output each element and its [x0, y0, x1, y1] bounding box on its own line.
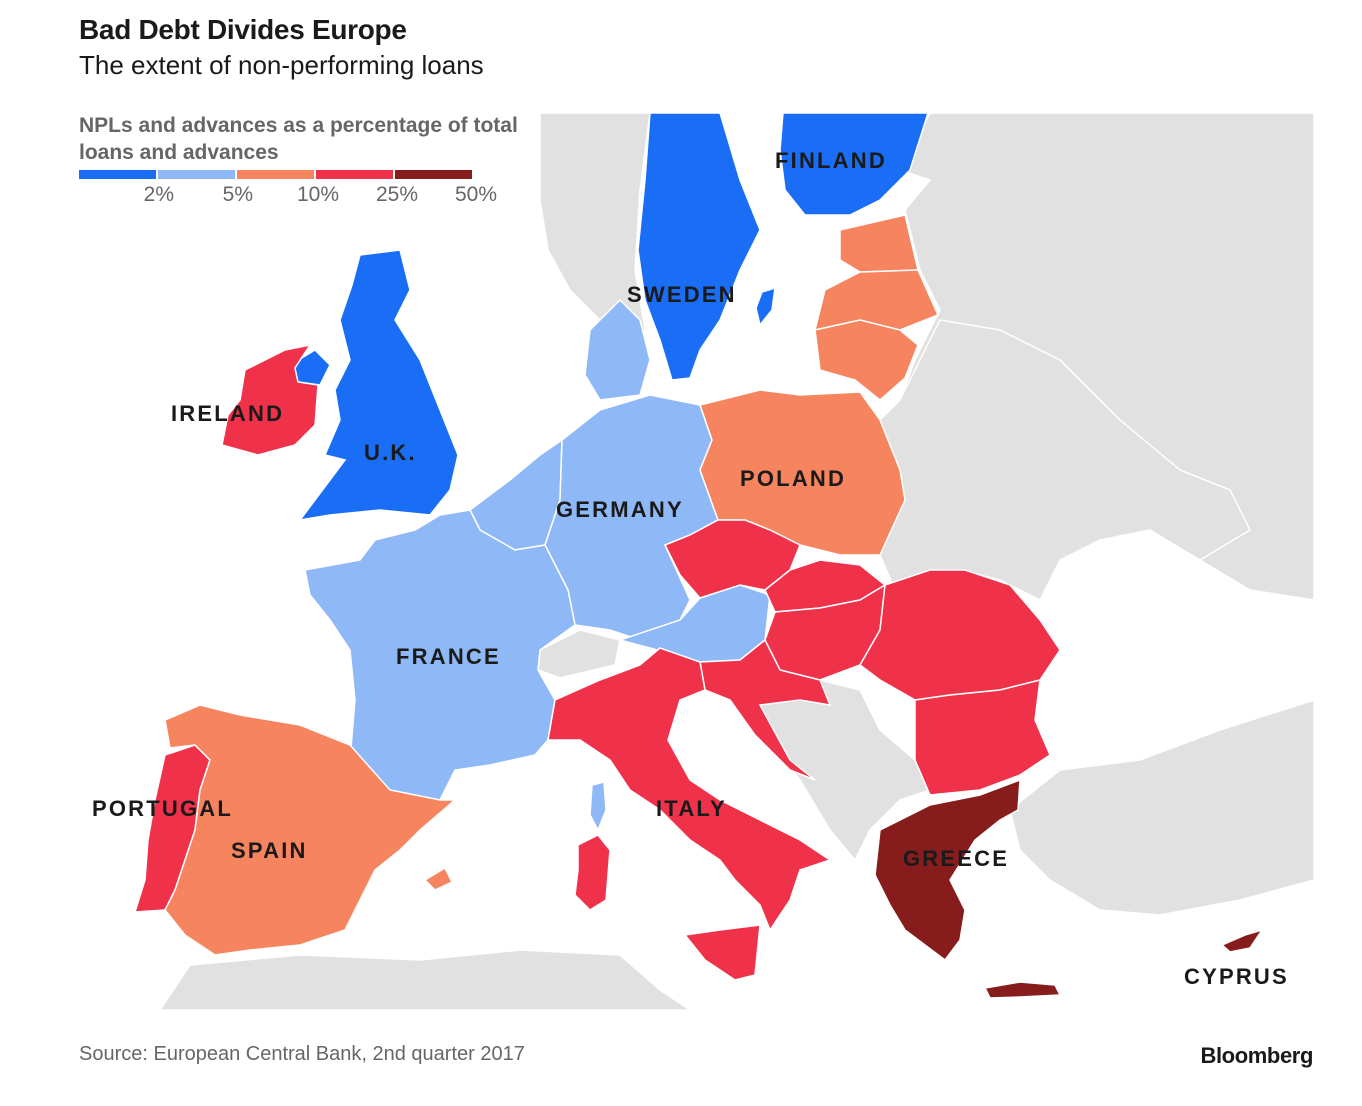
country-lithuania — [814, 319, 919, 401]
country-cyprus — [1220, 928, 1264, 953]
country-france — [304, 509, 576, 801]
chart-title: Bad Debt Divides Europe — [79, 14, 407, 45]
country-finland — [779, 112, 930, 216]
island-crete — [983, 981, 1062, 999]
country-slovenia-croatia — [699, 638, 832, 781]
country-poland — [699, 389, 906, 556]
island-sicily — [683, 924, 761, 981]
label-italy: ITALY — [656, 796, 727, 821]
source-note: Source: European Central Bank, 2nd quart… — [79, 1043, 525, 1065]
label-greece: GREECE — [903, 846, 1010, 871]
land-switzerland — [537, 629, 621, 679]
label-france: FRANCE — [396, 644, 501, 669]
country-spain — [164, 704, 458, 956]
island-sardinia — [574, 834, 611, 911]
legend-tick: 10% — [296, 183, 339, 206]
legend-swatch-1 — [79, 170, 156, 179]
bloomberg-logo: Bloomberg — [1200, 1043, 1313, 1068]
country-czechia — [663, 519, 801, 599]
country-ireland — [221, 343, 319, 456]
country-greece — [874, 778, 1021, 962]
legend-tick: 2% — [143, 183, 174, 206]
legend-color-bar — [79, 170, 474, 179]
legend-tick: 25% — [375, 183, 418, 206]
label-poland: POLAND — [740, 466, 847, 491]
legend-swatch-2 — [158, 170, 235, 179]
label-finland: FINLAND — [775, 148, 887, 173]
legend-tick: 50% — [454, 183, 497, 206]
country-italy — [547, 647, 832, 932]
label-sweden: SWEDEN — [627, 282, 737, 307]
label-germany: GERMANY — [556, 497, 684, 522]
country-sweden — [637, 112, 761, 381]
land-north-africa — [158, 949, 693, 1011]
island-corsica — [589, 781, 607, 832]
legend-tick: 5% — [222, 183, 253, 206]
island-balearic — [423, 866, 454, 891]
country-bulgaria — [914, 679, 1051, 796]
country-denmark — [584, 298, 651, 401]
island-gotland — [755, 286, 776, 327]
legend-ticks: 2% 5% 10% 25% 50% — [79, 183, 509, 211]
legend-title: NPLs and advances as a percentage of tot… — [79, 114, 518, 164]
label-portugal: PORTUGAL — [92, 796, 234, 821]
land-balkans — [754, 679, 932, 862]
chart-subtitle: The extent of non-performing loans — [79, 50, 484, 80]
land-turkey — [1009, 698, 1315, 916]
country-uk — [298, 249, 459, 522]
legend-swatch-5 — [395, 170, 472, 179]
label-cyprus: CYPRUS — [1184, 964, 1289, 989]
legend-swatch-3 — [237, 170, 314, 179]
legend-swatch-4 — [316, 170, 393, 179]
label-spain: SPAIN — [231, 838, 308, 863]
label-uk: U.K. — [364, 440, 417, 465]
label-ireland: IRELAND — [171, 401, 285, 426]
